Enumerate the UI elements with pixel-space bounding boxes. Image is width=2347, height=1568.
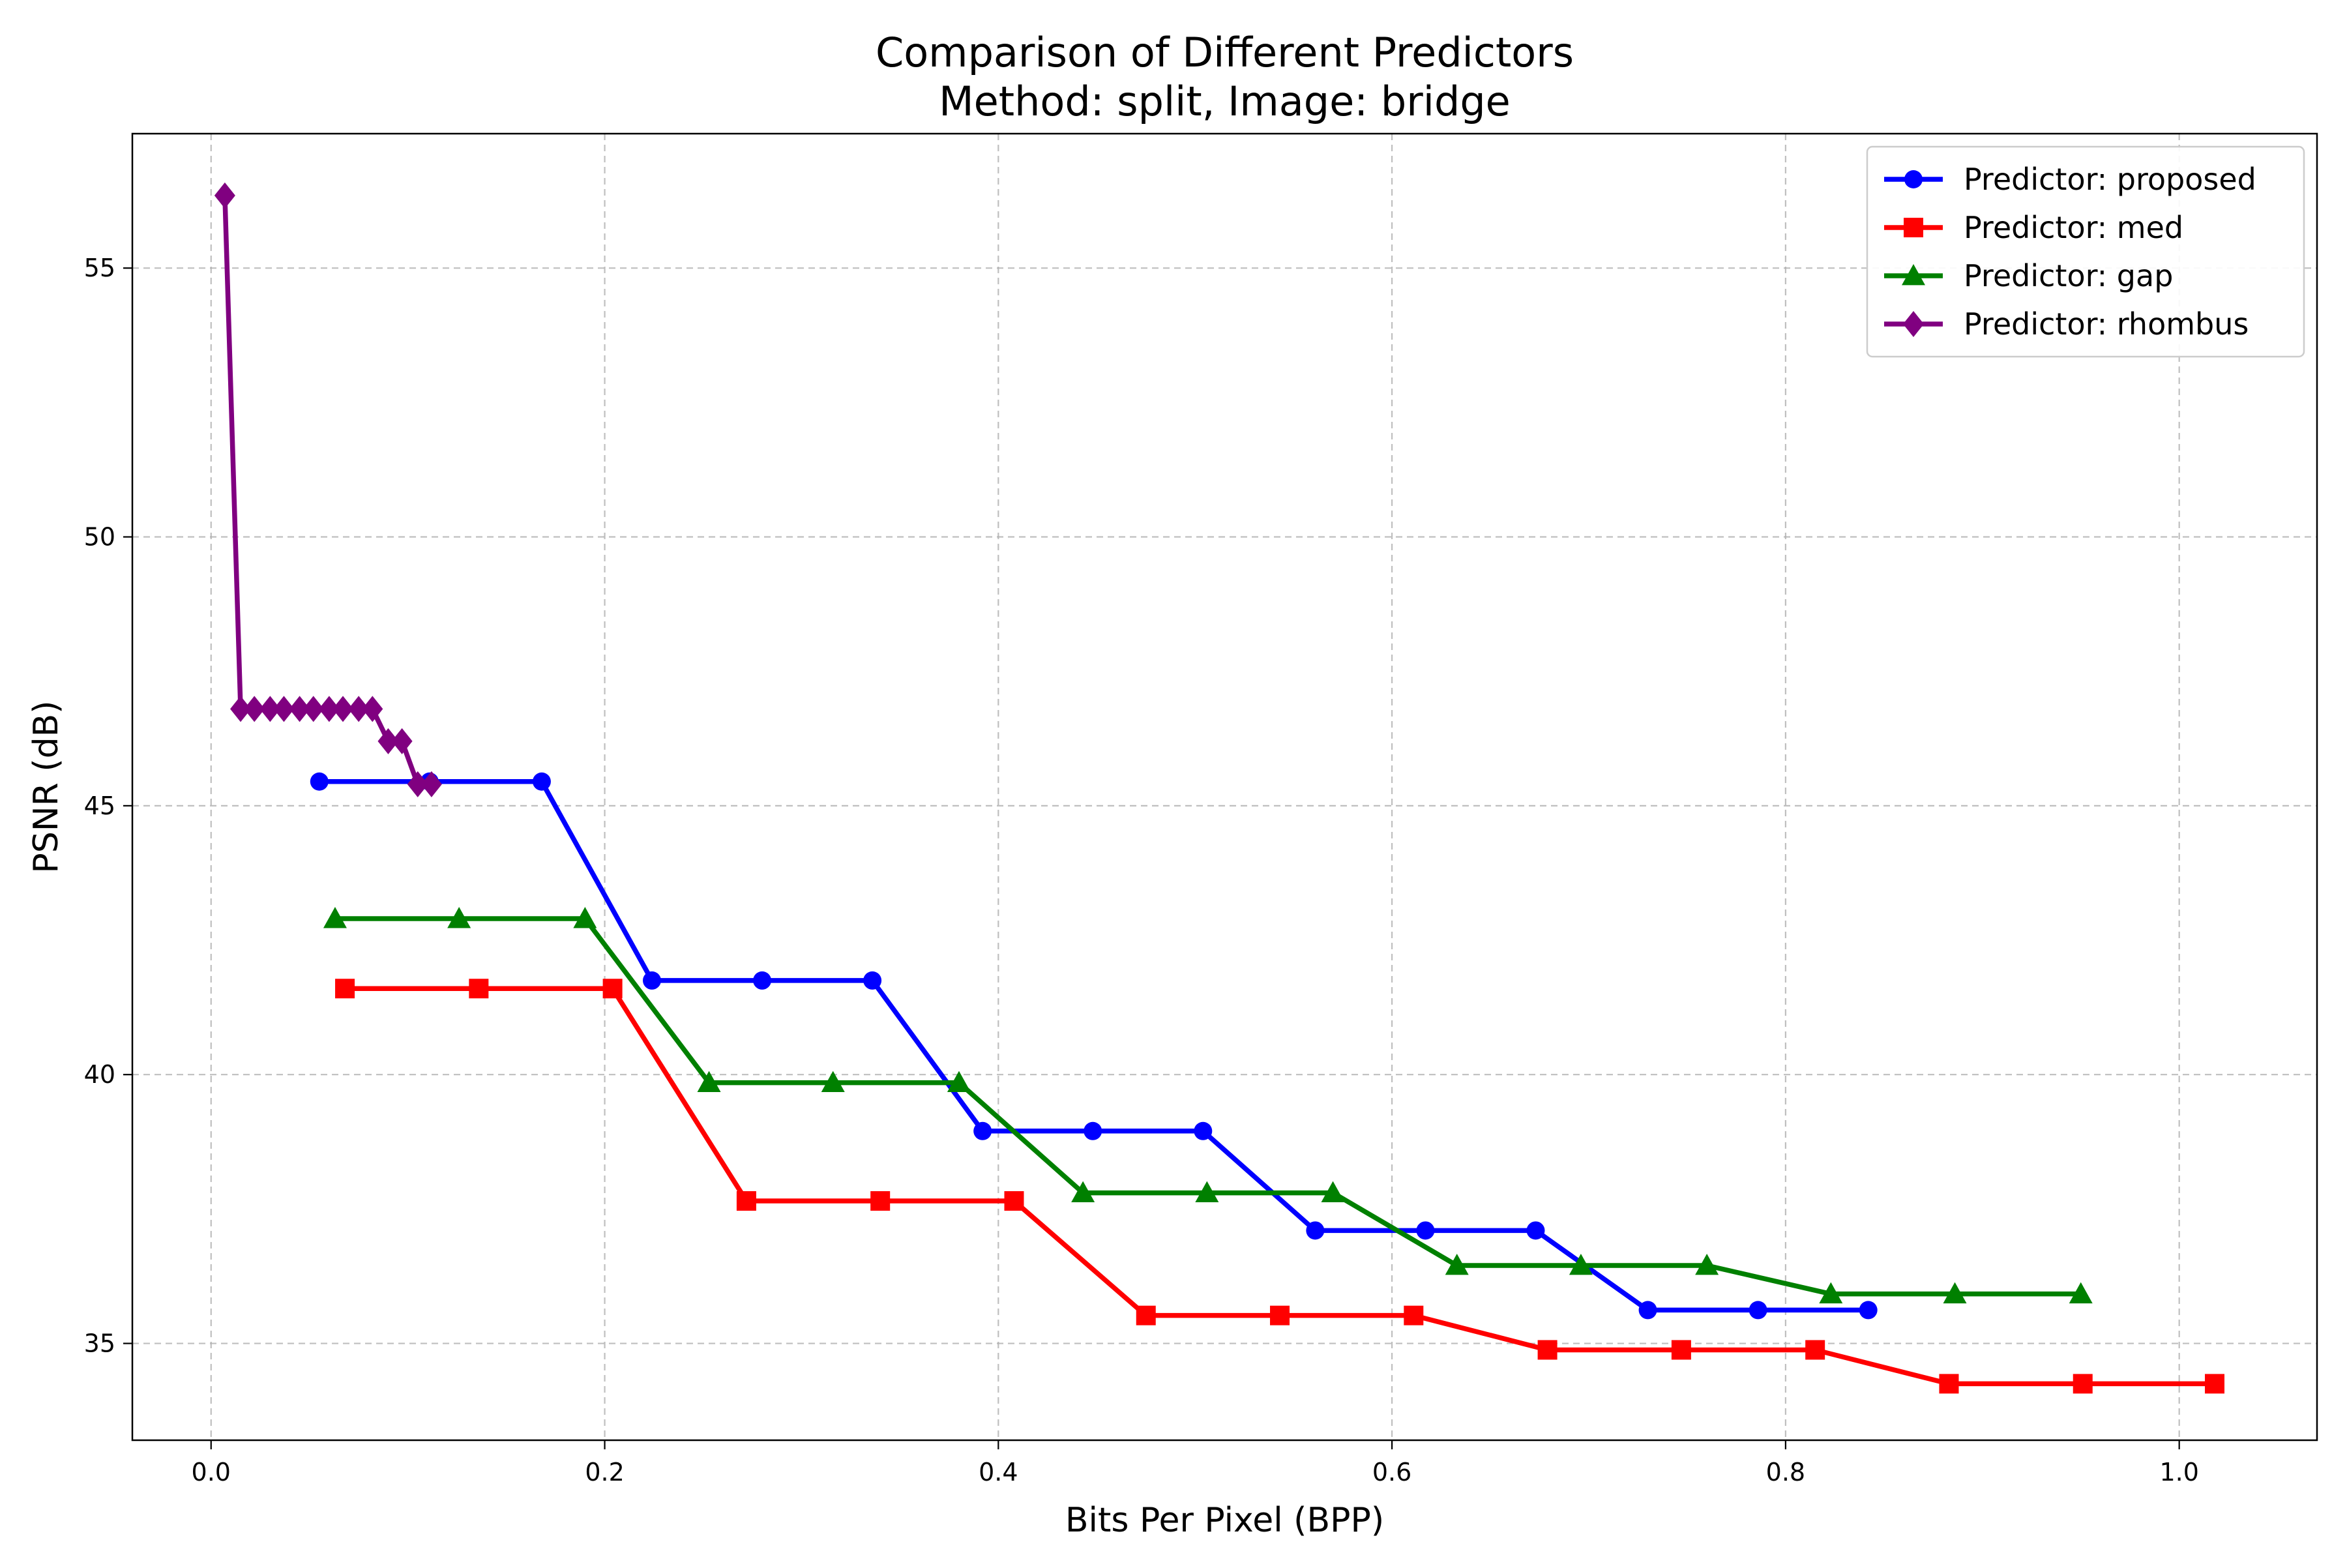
series-3	[323, 907, 2093, 1304]
data-point	[1638, 1301, 1657, 1320]
plot-frame	[131, 132, 2318, 1442]
data-point	[230, 696, 252, 722]
grid	[132, 134, 2317, 1440]
data-point	[1194, 1121, 1213, 1140]
y-tick-label: 35	[84, 1329, 115, 1358]
data-point	[407, 771, 428, 797]
legend: Predictor: proposed Predictor: med Predict…	[1866, 145, 2305, 358]
series-4	[214, 182, 442, 797]
data-point	[1749, 1301, 1767, 1320]
data-point	[1943, 1282, 1967, 1304]
data-point	[310, 772, 329, 791]
data-point	[469, 979, 489, 999]
data-point	[602, 979, 623, 999]
data-point	[1805, 1340, 1825, 1360]
data-point	[1569, 1253, 1593, 1275]
data-point	[377, 728, 399, 754]
legend-label: Predictor: rhombus	[1964, 306, 2249, 342]
data-point	[1526, 1221, 1545, 1240]
data-point	[447, 907, 471, 928]
data-point	[391, 728, 413, 754]
data-point	[1306, 1221, 1325, 1240]
data-point	[2205, 1374, 2225, 1394]
data-point	[821, 1071, 845, 1092]
data-point	[1004, 1191, 1024, 1211]
data-point	[244, 696, 265, 722]
data-point	[348, 696, 370, 722]
data-point	[1819, 1282, 1843, 1304]
ticks: 0.0 0.2 0.4 0.6 0.8 1.0 35 40 45 50 55	[84, 254, 2199, 1487]
legend-marker	[1904, 218, 1923, 237]
data-point	[335, 979, 355, 999]
y-tick-label: 45	[84, 791, 115, 820]
data-point	[973, 1121, 992, 1140]
data-point	[323, 907, 347, 928]
x-tick-label: 0.4	[979, 1458, 1018, 1487]
legend-box	[1866, 145, 2305, 358]
data-point	[289, 696, 310, 722]
data-point	[214, 182, 235, 209]
data-point	[1071, 1181, 1095, 1203]
legend-label: Predictor: med	[1964, 210, 2183, 245]
legend-marker	[1903, 311, 1924, 337]
data-point	[1321, 1181, 1345, 1203]
data-point	[870, 1191, 891, 1211]
data-point	[303, 696, 324, 722]
data-point	[753, 971, 772, 990]
legend-entry: Predictor: gap	[1884, 258, 2173, 293]
y-axis-label: PSNR (dB)	[27, 700, 66, 873]
data-point	[2069, 1282, 2093, 1304]
chart-title: Comparison of Different Predictors	[876, 29, 1574, 76]
y-tick-label: 40	[84, 1060, 115, 1089]
data-point	[736, 1191, 756, 1211]
data-point	[362, 696, 383, 722]
data-point	[863, 971, 882, 990]
data-point	[259, 696, 281, 722]
data-point	[573, 907, 597, 928]
data-point	[532, 772, 551, 791]
data-point	[1084, 1121, 1102, 1140]
legend-entry: Predictor: rhombus	[1884, 306, 2249, 342]
data-point	[1270, 1305, 1290, 1325]
data-point	[697, 1071, 721, 1092]
data-point	[273, 696, 295, 722]
data-point	[642, 971, 661, 990]
data-point	[318, 696, 340, 722]
data-point	[1416, 1221, 1435, 1240]
x-axis-label: Bits Per Pixel (BPP)	[1065, 1501, 1384, 1540]
series-layer	[214, 182, 2225, 1394]
data-point	[1445, 1253, 1469, 1275]
chart-subtitle: Method: split, Image: bridge	[939, 78, 1511, 125]
x-tick-label: 0.2	[585, 1458, 624, 1487]
legend-label: Predictor: gap	[1964, 258, 2173, 293]
series-2	[335, 979, 2225, 1394]
legend-marker	[1904, 170, 1923, 188]
x-tick-label: 1.0	[2159, 1458, 2198, 1487]
data-point	[1195, 1181, 1219, 1203]
x-tick-label: 0.6	[1372, 1458, 1411, 1487]
data-point	[332, 696, 354, 722]
data-point	[1404, 1305, 1424, 1325]
legend-label: Predictor: proposed	[1964, 162, 2256, 197]
data-point	[1136, 1305, 1156, 1325]
data-point	[1671, 1340, 1691, 1360]
y-tick-label: 55	[84, 254, 115, 282]
data-point	[1939, 1374, 1959, 1394]
legend-marker	[1902, 264, 1925, 286]
x-tick-label: 0.8	[1766, 1458, 1805, 1487]
data-point	[421, 771, 442, 797]
data-point	[947, 1071, 971, 1092]
data-point	[1537, 1340, 1557, 1360]
x-tick-label: 0.0	[192, 1458, 231, 1487]
y-tick-label: 50	[84, 523, 115, 552]
data-point	[1695, 1253, 1719, 1275]
data-point	[2073, 1374, 2093, 1394]
legend-entry: Predictor: med	[1884, 210, 2183, 245]
legend-entry: Predictor: proposed	[1884, 162, 2256, 197]
data-point	[1859, 1301, 1878, 1320]
